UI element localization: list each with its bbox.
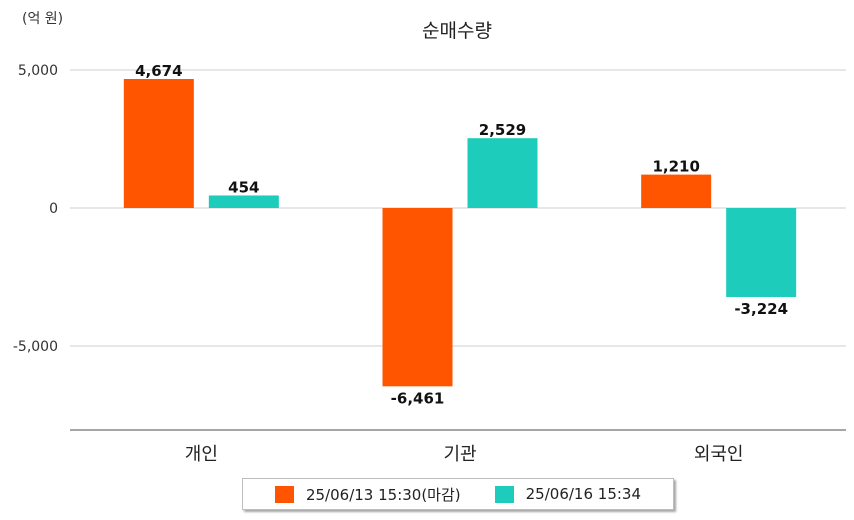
bar[interactable]	[208, 195, 279, 208]
x-axis: 개인 기관 외국인	[185, 444, 744, 465]
y-tick-label: -5,000	[13, 339, 58, 355]
data-label: -6,461	[391, 389, 445, 407]
data-label: -3,224	[734, 300, 788, 318]
x-tick-label: 기관	[443, 444, 476, 465]
legend-label-series-1: 25/06/13 15:30(마감)	[305, 485, 461, 504]
data-label: 2,529	[479, 121, 526, 139]
bar[interactable]	[641, 174, 712, 208]
data-label: 1,210	[652, 158, 699, 176]
legend: 25/06/13 15:30(마감) 25/06/16 15:34	[242, 478, 674, 510]
legend-item-series-2[interactable]: 25/06/16 15:34	[494, 485, 642, 503]
y-tick-label: 5,000	[18, 63, 58, 79]
legend-swatch-series-2	[494, 485, 514, 503]
bar[interactable]	[726, 208, 797, 297]
legend-swatch-series-1	[274, 485, 294, 503]
bars	[123, 78, 797, 387]
chart-title: 순매수량	[422, 20, 492, 42]
x-tick-label: 외국인	[694, 444, 744, 465]
data-label: 454	[228, 178, 259, 196]
bar[interactable]	[382, 208, 453, 387]
y-tick-label: 0	[49, 201, 58, 217]
legend-item-series-1[interactable]: 25/06/13 15:30(마감)	[274, 484, 461, 505]
y-axis: 5,000 0 -5,000	[13, 63, 58, 355]
grid-lines	[70, 69, 846, 347]
data-labels: 4,674 454 -6,461 2,529 1,210 -3,224	[135, 62, 788, 407]
x-tick-label: 개인	[185, 444, 218, 465]
bar[interactable]	[123, 78, 194, 209]
unit-label: (억 원)	[22, 11, 63, 27]
bar[interactable]	[467, 138, 538, 208]
legend-label-series-2: 25/06/16 15:34	[525, 485, 642, 503]
data-label: 4,674	[135, 62, 182, 80]
